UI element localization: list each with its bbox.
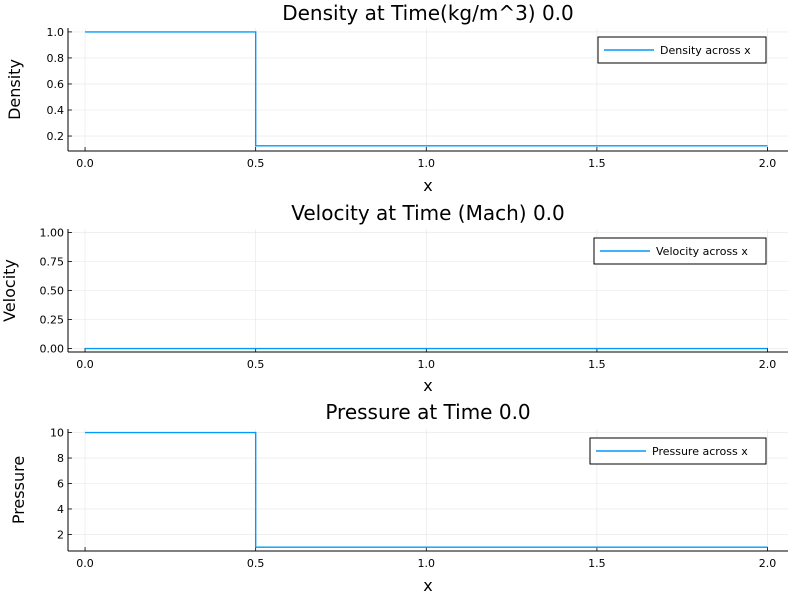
y-tick-label: 0.8 — [47, 52, 65, 65]
legend-label: Pressure across x — [652, 445, 748, 458]
y-tick-label: 6 — [57, 478, 64, 491]
y-tick-label: 8 — [57, 452, 64, 465]
x-tick-label: 0.0 — [76, 358, 94, 371]
legend: Pressure across x — [589, 437, 767, 465]
panel-2: 0.0 0.5 1.0 1.5 2.0 0.00 0.25 0.50 0.75 1.00 Veloc… — [0, 201, 788, 395]
legend: Velocity across x — [593, 237, 767, 265]
x-tick-label: 0.5 — [247, 557, 265, 570]
y-axis-label: Pressure — [9, 456, 28, 524]
y-tick-label: 0.6 — [47, 78, 65, 91]
chart-title: Velocity at Time (Mach) 0.0 — [291, 201, 565, 225]
y-axis-label: Velocity — [0, 259, 19, 322]
legend-box — [589, 437, 767, 465]
x-tick-label: 1.0 — [418, 157, 436, 170]
series-line — [85, 431, 768, 548]
panel-1: 0.0 0.5 1.0 1.5 2.0 0.2 0.4 0.6 0.8 1.0 Density at… — [5, 1, 788, 195]
x-axis-label: x — [423, 376, 432, 395]
y-tick-label: 1.00 — [40, 226, 65, 239]
y-axis-label: Density — [5, 59, 24, 120]
x-axis-label: x — [423, 176, 432, 195]
y-tick-label: 1.0 — [47, 26, 65, 39]
y-tick-label: 0.50 — [40, 285, 65, 298]
y-tick-label: 0.4 — [47, 104, 65, 117]
series-line — [85, 31, 768, 147]
x-tick-label: 1.5 — [588, 358, 606, 371]
y-tick-label: 0.25 — [40, 314, 65, 327]
x-tick-label: 0.5 — [247, 157, 265, 170]
y-tick-label: 0.00 — [40, 343, 65, 356]
y-tick-label: 2 — [57, 528, 64, 541]
y-tick-label: 0.2 — [47, 130, 65, 143]
y-tick-label: 10 — [50, 427, 64, 440]
x-tick-label: 1.0 — [418, 358, 436, 371]
legend-label: Density across x — [660, 44, 751, 57]
x-tick-label: 2.0 — [759, 157, 777, 170]
x-axis-label: x — [423, 576, 432, 595]
y-tick-label: 0.75 — [40, 255, 65, 268]
chart-title: Density at Time(kg/m^3) 0.0 — [282, 1, 574, 25]
x-tick-label: 1.0 — [418, 557, 436, 570]
x-tick-label: 0.0 — [76, 157, 94, 170]
x-tick-label: 1.5 — [588, 557, 606, 570]
legend: Density across x — [597, 36, 767, 64]
chart-title: Pressure at Time 0.0 — [325, 400, 530, 424]
panel-3: 0.0 0.5 1.0 1.5 2.0 2 4 6 8 10 Pressure at Time 0.… — [9, 400, 788, 595]
x-tick-label: 1.5 — [588, 157, 606, 170]
legend-label: Velocity across x — [656, 245, 748, 258]
x-tick-label: 2.0 — [759, 557, 777, 570]
y-tick-label: 4 — [57, 503, 64, 516]
x-tick-label: 2.0 — [759, 358, 777, 371]
x-tick-label: 0.0 — [76, 557, 94, 570]
x-tick-label: 0.5 — [247, 358, 265, 371]
